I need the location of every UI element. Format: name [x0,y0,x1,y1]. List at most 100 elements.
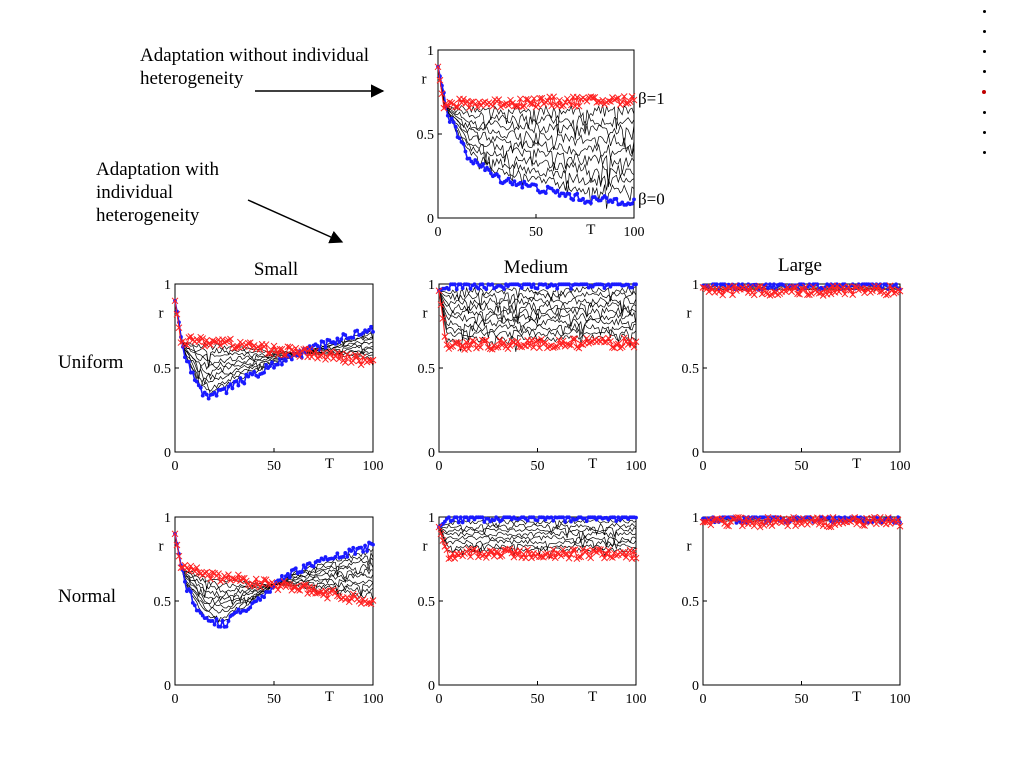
beta1-series [699,282,904,299]
x-tick-label: 100 [626,692,647,707]
x-axis-label: T [588,456,597,472]
slide-nav-dot[interactable] [983,111,986,114]
plot-frame [438,516,637,686]
intermediate-series-line [438,526,637,546]
intermediate-series-line [438,522,637,536]
chart-uniform-small: 0 50 100 0 0.5 1 Tr [154,278,384,474]
beta1-series [435,523,640,563]
y-tick-label: 1 [692,278,699,293]
intermediate-series-line [438,526,637,553]
y-tick-label: 0.5 [682,595,700,610]
slide-nav-dot[interactable] [983,70,986,73]
x-tick-label: 50 [267,692,281,707]
beta0-line [174,533,374,628]
intermediate-series-line [438,290,637,327]
y-tick-label: 0 [428,446,435,461]
chart-normal-medium: 0 50 100 0 0.5 1 Tr [418,511,647,707]
beta1-series [699,513,904,531]
y-axis-label: r [687,539,692,555]
y-tick-label: 0 [164,679,171,694]
x-tick-label: 50 [267,459,281,474]
beta1-point [369,356,377,364]
intermediate-series-line [437,66,635,196]
beta1-point [699,284,707,291]
beta1-point [896,522,904,530]
annotation-with-heterogeneity: Adaptation with individual heterogeneity [96,159,219,226]
series-label-beta0: β=0 [638,190,665,209]
y-axis-label: r [159,539,164,555]
chart-top: 0 50 100 0 0.5 1 Tr β=1 β=0 [417,44,665,240]
slide-nav-dot[interactable] [983,30,986,33]
plot-frame [174,516,374,686]
beta1-series [434,63,638,112]
series-label-beta1: β=1 [638,89,665,108]
x-axis-label: T [325,689,334,705]
slide-nav-dot[interactable] [983,50,986,53]
x-tick-label: 100 [890,692,911,707]
beta1-line [174,300,374,367]
column-heading-medium: Medium [503,257,569,278]
x-tick-label: 0 [700,459,707,474]
y-axis-label: r [422,72,427,88]
beta1-point [896,287,904,295]
y-tick-label: 1 [164,278,171,293]
beta1-line [703,515,901,529]
x-tick-label: 0 [172,459,179,474]
slide-nav [980,10,990,171]
column-heading-large: Large [778,255,822,276]
intermediate-series-line [437,66,635,188]
y-tick-label: 0.5 [154,595,172,610]
intermediate-series-line [174,300,374,366]
slide-nav-dot[interactable] [983,131,986,134]
x-tick-label: 50 [795,459,809,474]
beta1-line [174,533,374,605]
annotation-without-heterogeneity: Adaptation without individual heterogene… [140,45,370,89]
intermediate-series-line [438,526,637,544]
beta0-line [437,66,635,206]
y-tick-label: 1 [692,511,699,526]
beta1-point [171,530,179,538]
chart-uniform-large: 0 50 100 0 0.5 1 Tr [682,278,911,474]
intermediate-series-line [438,290,637,315]
slide-nav-dot[interactable] [982,90,986,94]
beta1-point [369,597,377,604]
beta0-line [438,282,636,292]
y-tick-label: 1 [428,511,435,526]
slide-nav-dot[interactable] [983,10,986,13]
beta0-series [437,282,638,293]
intermediate-series-line [437,66,635,209]
y-tick-label: 0 [164,446,171,461]
y-axis-label: r [687,306,692,322]
intermediate-series-line [438,290,637,346]
x-tick-label: 50 [531,459,545,474]
x-axis-label: T [586,222,595,238]
x-tick-label: 100 [363,459,384,474]
beta1-line [437,66,635,111]
intermediate-series-line [438,290,637,324]
arrow-to-grid [247,199,344,244]
y-tick-label: 1 [427,44,434,59]
beta1-point [435,523,443,531]
y-tick-label: 0.5 [418,362,436,377]
y-tick-label: 1 [164,511,171,526]
plot-frame [702,283,901,453]
y-tick-label: 0 [692,446,699,461]
slide-nav-dot[interactable] [983,151,986,154]
intermediate-series-line [437,66,635,159]
row-label-normal: Normal [58,586,117,607]
x-tick-label: 100 [363,692,384,707]
y-tick-label: 0.5 [154,362,172,377]
y-tick-label: 0.5 [682,362,700,377]
x-tick-label: 0 [436,459,443,474]
x-tick-label: 100 [890,459,911,474]
x-tick-label: 50 [531,692,545,707]
x-axis-label: T [852,456,861,472]
y-tick-label: 1 [428,278,435,293]
beta1-line [438,290,637,352]
beta1-line [438,526,637,560]
chart-normal-large: 0 50 100 0 0.5 1 Tr [682,511,911,707]
beta0-line [174,300,374,401]
x-tick-label: 50 [529,225,543,240]
plot-frame [702,516,901,686]
